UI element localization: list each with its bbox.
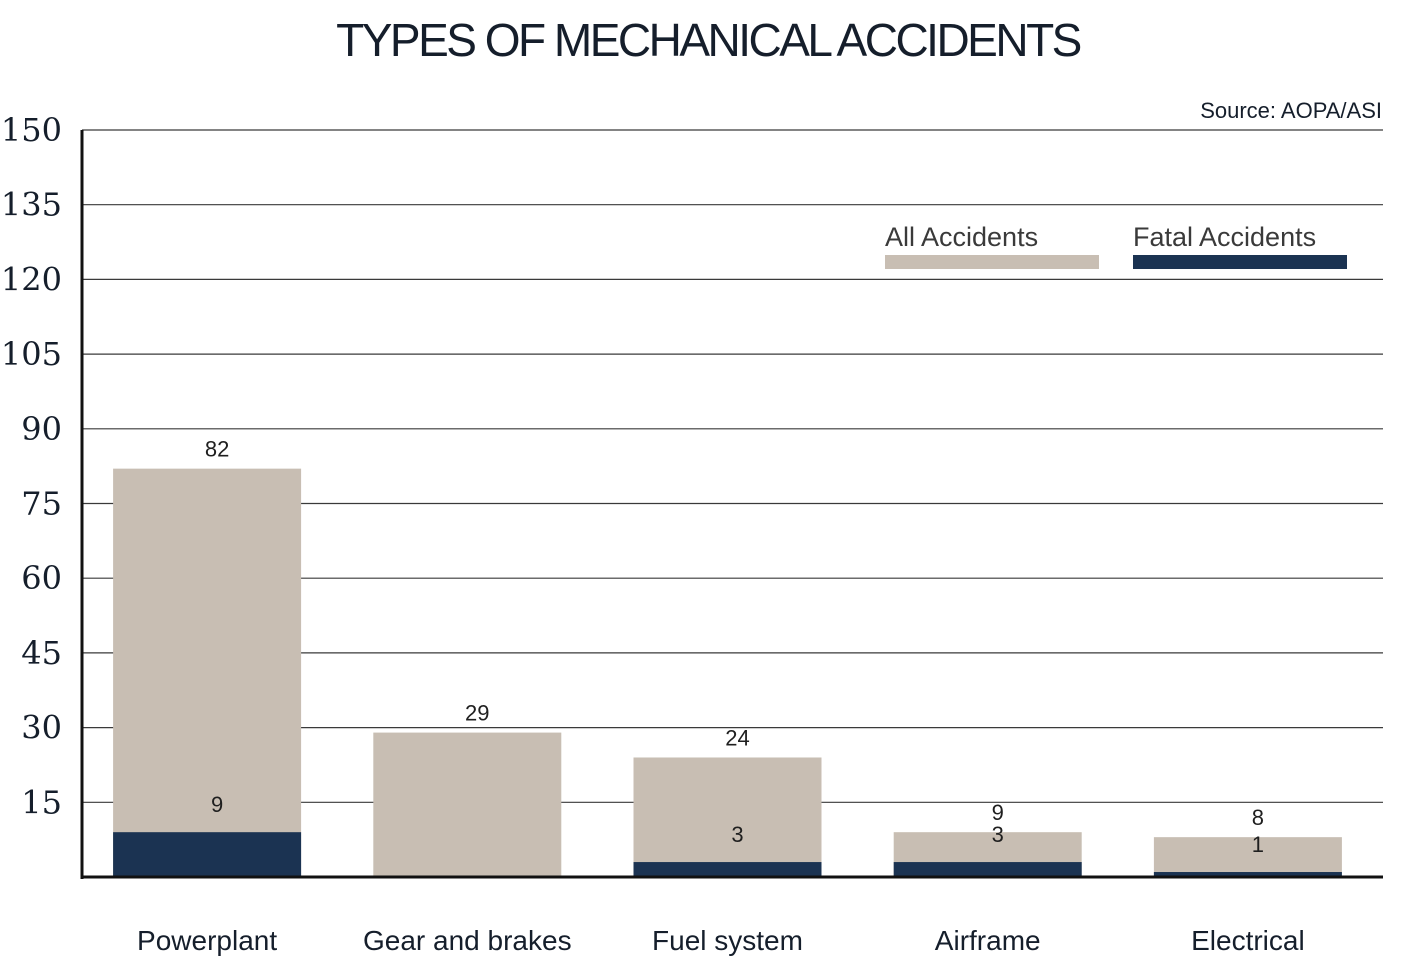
x-tick-label: Fuel system <box>652 925 803 956</box>
data-label-all-accidents: 9 <box>992 800 1004 825</box>
data-label-fatal-accidents: 9 <box>211 792 223 817</box>
y-tick-label: 90 <box>21 410 62 448</box>
y-tick-label: 135 <box>1 186 62 224</box>
bar-fatal-accidents-4 <box>1153 872 1342 877</box>
source-note: Source: AOPA/ASI <box>1200 98 1382 123</box>
y-tick-label: 60 <box>21 559 62 597</box>
y-tick-label: 150 <box>1 111 62 149</box>
bar-fatal-accidents-0 <box>113 832 302 877</box>
y-tick-label: 15 <box>21 783 62 821</box>
y-tick-label: 105 <box>1 335 62 373</box>
y-tick-label: 75 <box>21 485 62 523</box>
y-tick-label: 45 <box>21 634 62 672</box>
y-axis-ticks: 15 30 45 60 75 90 105 120 135 150 <box>1 111 62 821</box>
x-tick-label: Electrical <box>1191 925 1305 956</box>
data-label-fatal-accidents: 3 <box>731 822 743 847</box>
legend: All Accidents Fatal Accidents <box>885 222 1347 269</box>
chart-title: TYPES OF MECHANICAL ACCIDENTS <box>336 14 1081 66</box>
y-tick-label: 120 <box>1 260 62 298</box>
legend-label-all-accidents: All Accidents <box>885 222 1038 252</box>
bar-all-accidents-0 <box>113 468 302 877</box>
bars <box>113 468 1342 877</box>
legend-swatch-all-accidents <box>885 255 1099 269</box>
data-label-fatal-accidents: 3 <box>992 822 1004 847</box>
data-label-all-accidents: 8 <box>1252 805 1264 830</box>
x-axis-ticks: Powerplant Gear and brakes Fuel system Airf… <box>137 925 1305 956</box>
x-tick-label: Powerplant <box>137 925 277 956</box>
data-label-all-accidents: 24 <box>725 725 749 750</box>
data-label-all-accidents: 82 <box>205 437 229 462</box>
x-tick-label: Airframe <box>935 925 1041 956</box>
data-label-all-accidents: 29 <box>465 701 489 726</box>
legend-swatch-fatal-accidents <box>1133 255 1347 269</box>
bar-fatal-accidents-2 <box>633 862 822 877</box>
y-tick-label: 30 <box>21 709 62 747</box>
x-tick-label: Gear and brakes <box>363 925 572 956</box>
bar-all-accidents-1 <box>373 732 562 877</box>
bar-all-accidents-4 <box>1153 837 1342 877</box>
legend-label-fatal-accidents: Fatal Accidents <box>1133 222 1316 252</box>
data-label-fatal-accidents: 1 <box>1252 832 1264 857</box>
bar-all-accidents-2 <box>633 757 822 877</box>
bar-fatal-accidents-3 <box>893 862 1082 877</box>
